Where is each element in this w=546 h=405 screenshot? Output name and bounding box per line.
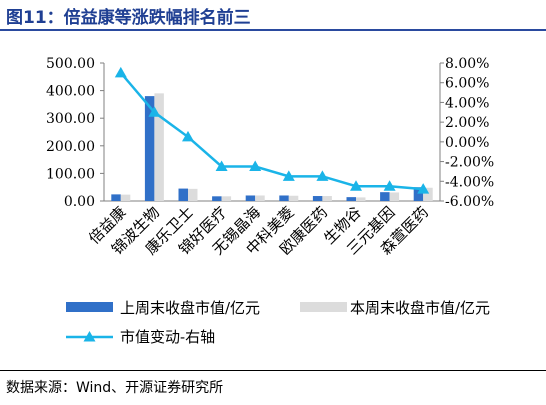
legend-swatch-this-week [300, 302, 347, 312]
change-marker [417, 183, 430, 194]
change-marker [114, 66, 127, 78]
change-marker [249, 160, 262, 171]
legend-swatch-last-week [66, 302, 113, 312]
bar-this-week [389, 192, 400, 201]
change-line [119, 72, 424, 191]
bar-this-week [188, 188, 198, 201]
left-tick-label: 100.00 [46, 166, 95, 182]
right-tick-label: 0.00% [445, 135, 489, 151]
right-tick-label: 2.00% [445, 115, 489, 131]
change-marker [148, 106, 161, 117]
bar-this-week [322, 196, 332, 201]
change-marker [215, 160, 228, 171]
figure-title: 图11：倍益康等涨跌幅排名前三 [6, 8, 251, 28]
bar-this-week [154, 93, 164, 201]
change-marker [383, 180, 396, 191]
title-divider [0, 29, 546, 31]
bar-last-week [212, 196, 222, 201]
change-marker [282, 170, 295, 181]
change-marker [350, 180, 362, 191]
bar-last-week [178, 188, 188, 201]
footer-divider [0, 370, 546, 371]
bar-last-week [111, 194, 121, 201]
source-note: 数据来源：Wind、开源证券研究所 [6, 380, 224, 396]
bar-this-week [255, 195, 265, 201]
right-tick-label: 8.00% [445, 56, 489, 72]
bar-last-week [245, 195, 256, 201]
legend-label-this-week: 本周末收盘市值/亿元 [350, 299, 490, 317]
bar-this-week [423, 187, 433, 201]
legend-label-change: 市值变动-右轴 [120, 328, 215, 346]
bar-this-week [356, 197, 366, 201]
bar-this-week [221, 196, 232, 201]
change-marker [182, 130, 194, 142]
right-tick-label: 4.00% [445, 95, 489, 111]
left-tick-label: 400.00 [46, 84, 95, 100]
bar-this-week [288, 195, 299, 201]
market-cap-chart: 500.00 400.00 300.00 200.00 100.00 0.00 8.00%… [46, 56, 494, 346]
right-tick-label: -4.00% [445, 174, 494, 190]
bar-last-week [346, 197, 356, 201]
left-tick-label: 200.00 [46, 139, 95, 155]
right-tick-label: -2.00% [445, 155, 494, 171]
change-marker [316, 170, 329, 181]
bar-last-week [312, 196, 323, 201]
legend-marker-change [83, 331, 96, 342]
bar-this-week [120, 194, 131, 201]
bar-last-week [380, 192, 390, 201]
left-tick-label: 500.00 [46, 56, 95, 72]
left-tick-label: 0.00 [64, 194, 95, 210]
right-tick-label: -6.00% [445, 194, 494, 210]
legend-label-last-week: 上周末收盘市值/亿元 [120, 299, 260, 317]
bar-last-week [413, 187, 424, 201]
left-tick-label: 300.00 [46, 111, 95, 127]
bar-last-week [279, 195, 289, 201]
bar-last-week [144, 96, 155, 201]
right-tick-label: 6.00% [445, 76, 489, 92]
